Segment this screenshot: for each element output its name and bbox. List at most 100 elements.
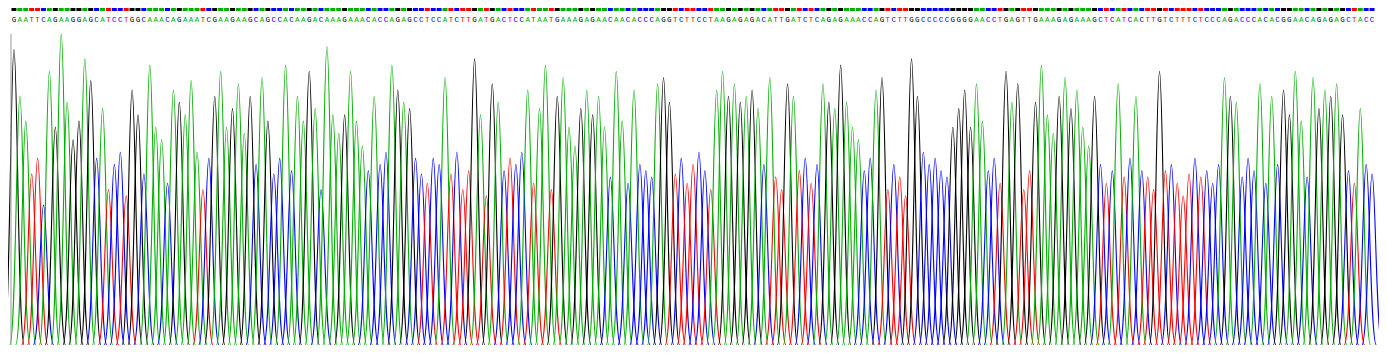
svg-text:A: A [714,16,719,24]
svg-text:T: T [531,16,536,24]
svg-text:C: C [1252,16,1257,24]
svg-text:T: T [797,16,802,24]
svg-text:C: C [319,16,324,24]
svg-text:A: A [24,16,29,24]
svg-text:T: T [903,16,908,24]
svg-text:C: C [649,16,654,24]
svg-text:G: G [1157,16,1162,24]
svg-text:G: G [77,16,82,24]
svg-text:C: C [254,16,259,24]
svg-text:A: A [1116,16,1121,24]
svg-text:G: G [1069,16,1074,24]
svg-text:G: G [342,16,347,24]
svg-text:A: A [620,16,625,24]
svg-text:C: C [986,16,991,24]
svg-text:A: A [443,16,448,24]
svg-text:T: T [1104,16,1109,24]
svg-text:A: A [283,16,288,24]
svg-text:C: C [762,16,767,24]
svg-text:C: C [1128,16,1133,24]
svg-text:C: C [1169,16,1174,24]
svg-text:A: A [1293,16,1298,24]
svg-text:T: T [106,16,111,24]
svg-text:A: A [189,16,194,24]
svg-text:T: T [1175,16,1180,24]
svg-text:C: C [868,16,873,24]
svg-text:G: G [407,16,412,24]
svg-text:G: G [1317,16,1322,24]
svg-text:A: A [974,16,979,24]
svg-text:T: T [449,16,454,24]
svg-text:T: T [425,16,430,24]
svg-text:C: C [419,16,424,24]
svg-text:T: T [29,16,34,24]
svg-text:G: G [12,16,17,24]
svg-text:A: A [1323,16,1328,24]
svg-text:A: A [1063,16,1068,24]
svg-text:G: G [962,16,967,24]
svg-text:C: C [892,16,897,24]
svg-text:C: C [1193,16,1198,24]
svg-text:A: A [1299,16,1304,24]
svg-text:G: G [1057,16,1062,24]
svg-text:G: G [472,16,477,24]
svg-text:C: C [697,16,702,24]
svg-text:G: G [1016,16,1021,24]
svg-text:T: T [685,16,690,24]
svg-text:C: C [437,16,442,24]
svg-text:C: C [142,16,147,24]
svg-text:A: A [1258,16,1263,24]
svg-text:G: G [130,16,135,24]
svg-text:A: A [331,16,336,24]
svg-text:C: C [803,16,808,24]
svg-text:A: A [655,16,660,24]
svg-text:C: C [1098,16,1103,24]
svg-text:C: C [1216,16,1221,24]
svg-text:T: T [1151,16,1156,24]
svg-text:A: A [348,16,353,24]
svg-text:T: T [773,16,778,24]
svg-text:C: C [862,16,867,24]
svg-text:G: G [1228,16,1233,24]
svg-text:C: C [455,16,460,24]
svg-text:C: C [1210,16,1215,24]
svg-text:T: T [1021,16,1026,24]
svg-text:T: T [460,16,465,24]
svg-text:T: T [508,16,513,24]
svg-text:C: C [815,16,820,24]
svg-text:C: C [626,16,631,24]
svg-text:A: A [1051,16,1056,24]
svg-text:C: C [992,16,997,24]
svg-text:A: A [224,16,229,24]
svg-text:G: G [880,16,885,24]
svg-text:C: C [431,16,436,24]
svg-text:C: C [520,16,525,24]
svg-text:G: G [909,16,914,24]
svg-text:G: G [827,16,832,24]
svg-text:A: A [1358,16,1363,24]
svg-text:A: A [1045,16,1050,24]
svg-text:A: A [537,16,542,24]
svg-text:G: G [956,16,961,24]
svg-text:G: G [726,16,731,24]
svg-text:C: C [1275,16,1280,24]
svg-text:A: A [1086,16,1091,24]
svg-text:A: A [744,16,749,24]
svg-text:A: A [260,16,265,24]
svg-text:A: A [573,16,578,24]
svg-text:G: G [579,16,584,24]
svg-text:A: A [756,16,761,24]
svg-text:A: A [567,16,572,24]
svg-text:A: A [171,16,176,24]
svg-text:C: C [1305,16,1310,24]
svg-text:T: T [1187,16,1192,24]
svg-text:C: C [1264,16,1269,24]
svg-text:A: A [1234,16,1239,24]
svg-text:A: A [18,16,23,24]
svg-text:A: A [313,16,318,24]
svg-text:C: C [378,16,383,24]
svg-text:A: A [1222,16,1227,24]
svg-text:C: C [272,16,277,24]
svg-text:T: T [1122,16,1127,24]
svg-text:G: G [177,16,182,24]
